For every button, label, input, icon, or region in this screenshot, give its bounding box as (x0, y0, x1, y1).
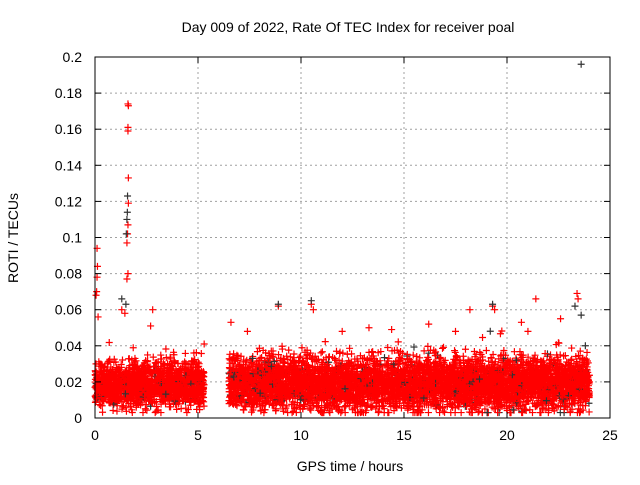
data-point (318, 349, 325, 356)
data-point (322, 338, 329, 345)
data-point (99, 409, 106, 416)
data-points (92, 61, 593, 416)
data-point (577, 348, 584, 355)
data-point (106, 339, 113, 346)
data-point (125, 355, 132, 362)
data-point (586, 408, 593, 415)
data-point (119, 356, 126, 363)
data-point (369, 348, 376, 355)
data-point (483, 347, 490, 354)
data-point (537, 409, 544, 416)
data-point (425, 409, 432, 416)
data-point (568, 345, 575, 352)
data-point (524, 328, 531, 335)
data-point (487, 328, 494, 335)
data-point (451, 347, 458, 354)
data-point (410, 344, 417, 351)
data-point (319, 348, 326, 355)
data-point (110, 407, 117, 414)
data-point (395, 338, 402, 345)
data-point (198, 350, 205, 357)
data-point (410, 352, 417, 359)
data-point (182, 350, 189, 357)
data-point (162, 346, 169, 353)
